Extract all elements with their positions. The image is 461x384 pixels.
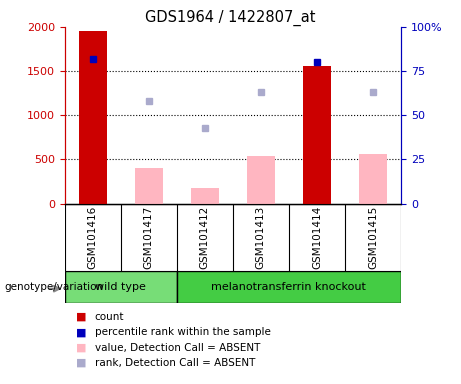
- Text: count: count: [95, 312, 124, 322]
- Text: rank, Detection Call = ABSENT: rank, Detection Call = ABSENT: [95, 358, 255, 368]
- Bar: [78, 31, 106, 204]
- Text: ■: ■: [76, 358, 87, 368]
- Bar: [135, 168, 163, 204]
- Bar: [247, 156, 275, 204]
- Text: melanotransferrin knockout: melanotransferrin knockout: [212, 282, 366, 292]
- Text: GSM101413: GSM101413: [256, 205, 266, 269]
- Text: GDS1964 / 1422807_at: GDS1964 / 1422807_at: [145, 10, 316, 26]
- Bar: [359, 154, 387, 204]
- Bar: [303, 66, 331, 204]
- Bar: [65, 271, 177, 303]
- Text: GSM101412: GSM101412: [200, 205, 210, 269]
- Text: ■: ■: [76, 312, 87, 322]
- Bar: [177, 271, 401, 303]
- Bar: [191, 188, 219, 204]
- Text: GSM101417: GSM101417: [144, 205, 154, 269]
- Text: ■: ■: [76, 343, 87, 353]
- Text: percentile rank within the sample: percentile rank within the sample: [95, 327, 271, 337]
- Text: ■: ■: [76, 327, 87, 337]
- Text: GSM101415: GSM101415: [368, 205, 378, 269]
- Text: wild type: wild type: [95, 282, 146, 292]
- Text: GSM101416: GSM101416: [88, 205, 98, 269]
- Text: value, Detection Call = ABSENT: value, Detection Call = ABSENT: [95, 343, 260, 353]
- Text: genotype/variation: genotype/variation: [5, 282, 104, 292]
- Text: GSM101414: GSM101414: [312, 205, 322, 269]
